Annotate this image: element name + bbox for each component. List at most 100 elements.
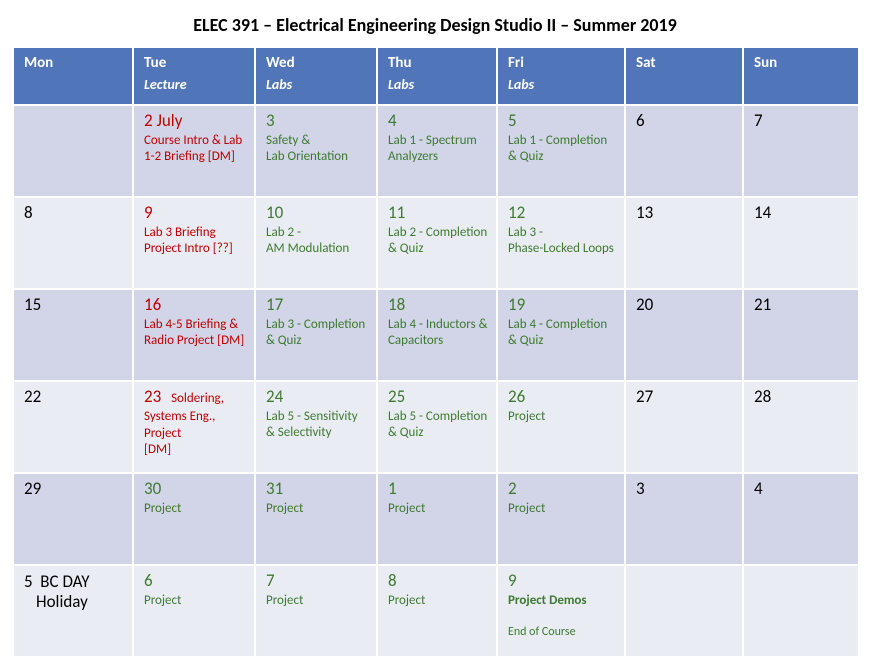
calendar-cell: 23 Soldering,Systems Eng., Project[DM] [133, 381, 255, 473]
day-description: Lab 1 - Completion & Quiz [508, 133, 616, 166]
header-cell-sat: Sat [625, 47, 743, 105]
day-number: 21 [754, 296, 850, 315]
header-cell-wed: Wed Labs [255, 47, 377, 105]
day-number: 11 [388, 204, 488, 223]
header-day-label: Thu [388, 54, 412, 72]
header-cell-fri: Fri Labs [497, 47, 625, 105]
calendar-cell: 7 Project [255, 565, 377, 657]
holiday-line1: 5 BC DAY [24, 571, 90, 592]
day-inline-desc: Soldering, [171, 391, 224, 406]
calendar-cell: 31 Project [255, 473, 377, 565]
header-row: Mon Tue Lecture Wed Labs Thu Labs Fri Labs Sat Sun [13, 47, 859, 105]
day-number: 6 [636, 112, 734, 131]
day-description: Project Demos [508, 593, 616, 609]
calendar-cell: 14 [743, 197, 859, 289]
day-number: 30 [144, 480, 246, 499]
day-number: 26 [508, 388, 616, 407]
calendar-cell: 9 Project Demos End of Course [497, 565, 625, 657]
header-day-label: Wed [266, 54, 295, 72]
day-description: Lab 3 -Phase-Locked Loops [508, 225, 616, 258]
day-description: Lab 5 - Completion & Quiz [388, 409, 488, 442]
calendar-cell: 28 [743, 381, 859, 473]
calendar-cell: 3Safety &Lab Orientation [255, 105, 377, 197]
day-description: Lab 4-5 Briefing & Radio Project [DM] [144, 317, 246, 350]
day-description: Project [144, 593, 246, 609]
calendar-row: 2 JulyCourse Intro & Lab 1-2 Briefing [D… [13, 105, 859, 197]
header-day-label: Tue [144, 54, 166, 72]
day-number: 13 [636, 204, 734, 223]
day-number: 4 [388, 112, 488, 131]
calendar-body: 2 JulyCourse Intro & Lab 1-2 Briefing [D… [13, 105, 859, 657]
day-number: 4 [754, 480, 850, 499]
calendar-cell: 12Lab 3 -Phase-Locked Loops [497, 197, 625, 289]
calendar-cell: 2 JulyCourse Intro & Lab 1-2 Briefing [D… [133, 105, 255, 197]
day-number: 7 [266, 572, 368, 591]
header-cell-tue: Tue Lecture [133, 47, 255, 105]
day-number: 9 [144, 204, 246, 223]
day-number: 1 [388, 480, 488, 499]
day-description: Lab 1 - Spectrum Analyzers [388, 133, 488, 166]
calendar-cell: 10Lab 2 -AM Modulation [255, 197, 377, 289]
day-description: Safety &Lab Orientation [266, 133, 368, 166]
header-day-label: Mon [24, 54, 53, 72]
calendar-cell: 13 [625, 197, 743, 289]
calendar-cell: 3 [625, 473, 743, 565]
day-description: Lab 5 - Sensitivity & Selectivity [266, 409, 368, 442]
day-number: 16 [144, 296, 246, 315]
calendar-cell: 8Project [377, 565, 497, 657]
calendar-row: 5 BC DAYHoliday 6 Project 7 Project 8 Project … [13, 565, 859, 657]
day-number: 17 [266, 296, 368, 315]
calendar-cell: 11Lab 2 - Completion & Quiz [377, 197, 497, 289]
calendar-cell: 4 Lab 1 - Spectrum Analyzers [377, 105, 497, 197]
day-number: 19 [508, 296, 616, 315]
calendar-cell [13, 105, 133, 197]
calendar-cell [743, 565, 859, 657]
header-sub-label: Labs [266, 76, 368, 93]
calendar-cell: 15 [13, 289, 133, 381]
day-number: 2 [508, 480, 616, 499]
day-description: Project [266, 501, 368, 517]
header-cell-mon: Mon [13, 47, 133, 105]
calendar-cell: 21 [743, 289, 859, 381]
day-number: 15 [24, 296, 124, 315]
header-sub-label: Labs [508, 76, 616, 93]
day-number: 29 [24, 480, 124, 499]
day-number: 3 [636, 480, 734, 499]
header-sub-label: Lecture [144, 76, 246, 93]
calendar-cell: 25 Lab 5 - Completion & Quiz [377, 381, 497, 473]
calendar-cell: 27 [625, 381, 743, 473]
day-number: 5 [508, 112, 616, 131]
day-description: Project [508, 409, 616, 425]
calendar-table: Mon Tue Lecture Wed Labs Thu Labs Fri Labs Sat Sun… [12, 46, 860, 658]
calendar-cell: 29 [13, 473, 133, 565]
calendar-cell [625, 565, 743, 657]
calendar-cell: 18Lab 4 - Inductors & Capacitors [377, 289, 497, 381]
day-extra-note: End of Course [508, 625, 616, 639]
calendar-cell: 22 [13, 381, 133, 473]
day-number: 2 July [144, 112, 246, 131]
header-sub-label: Labs [388, 76, 488, 93]
calendar-cell: 2 Project [497, 473, 625, 565]
day-description: Project [508, 501, 616, 517]
day-number: 8 [388, 572, 488, 591]
day-number: 31 [266, 480, 368, 499]
calendar-row: 15 16 Lab 4-5 Briefing & Radio Project [DM… [13, 289, 859, 381]
calendar-cell: 24Lab 5 - Sensitivity & Selectivity [255, 381, 377, 473]
day-number: 9 [508, 572, 616, 591]
header-day-label: Sun [754, 54, 777, 72]
calendar-cell: 6 [625, 105, 743, 197]
calendar-cell: 9Lab 3 Briefing Project Intro [??] [133, 197, 255, 289]
day-number: 25 [388, 388, 488, 407]
day-description: Project [266, 593, 368, 609]
header-day-label: Fri [508, 54, 524, 72]
calendar-cell: 4 [743, 473, 859, 565]
calendar-row: 22 23 Soldering,Systems Eng., Project[DM]… [13, 381, 859, 473]
day-number: 23 Soldering, [144, 388, 246, 407]
calendar-cell: 1Project [377, 473, 497, 565]
day-number: 6 [144, 572, 246, 591]
calendar-cell: 6 Project [133, 565, 255, 657]
calendar-cell: 30Project [133, 473, 255, 565]
day-number: 22 [24, 388, 124, 407]
calendar-row: 29 30Project 31 Project 1Project 2 Project 3 4 [13, 473, 859, 565]
holiday-line2: Holiday [24, 592, 124, 612]
